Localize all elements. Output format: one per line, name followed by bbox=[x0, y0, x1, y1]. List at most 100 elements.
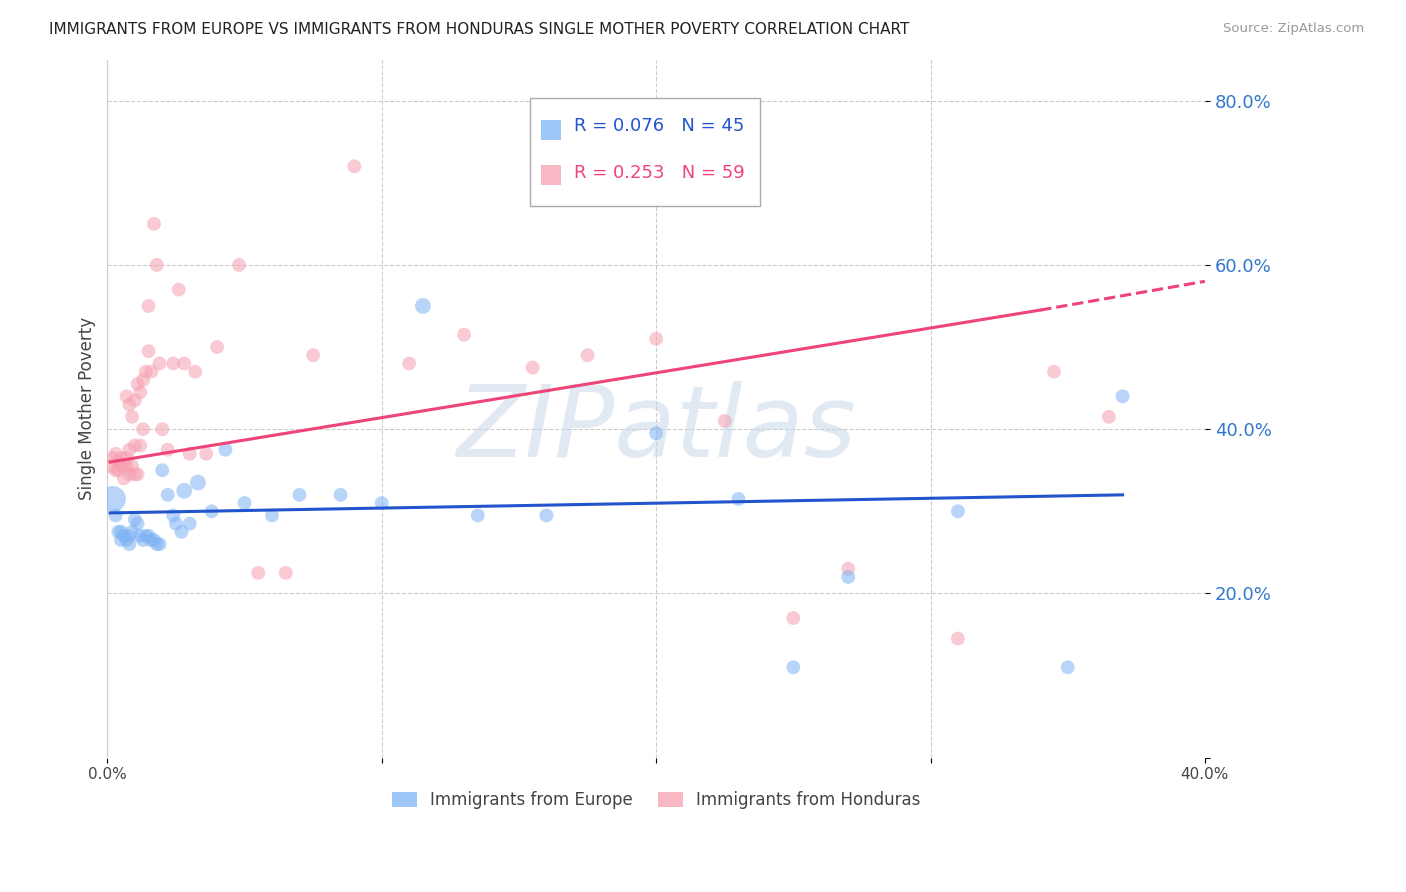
Point bbox=[645, 426, 668, 441]
Point bbox=[1056, 660, 1078, 674]
Point bbox=[146, 258, 169, 272]
Point bbox=[115, 533, 138, 547]
Point bbox=[205, 340, 228, 354]
Point bbox=[121, 409, 143, 424]
Point bbox=[121, 459, 143, 474]
Point bbox=[118, 529, 141, 543]
Point bbox=[132, 373, 155, 387]
Point bbox=[112, 529, 135, 543]
Point bbox=[195, 447, 218, 461]
Text: Source: ZipAtlas.com: Source: ZipAtlas.com bbox=[1223, 22, 1364, 36]
Point bbox=[1043, 365, 1066, 379]
Point bbox=[138, 344, 160, 359]
Point bbox=[141, 533, 163, 547]
Point bbox=[127, 467, 149, 482]
Point bbox=[124, 512, 146, 526]
Point bbox=[121, 524, 143, 539]
Point bbox=[467, 508, 489, 523]
Point bbox=[576, 348, 599, 362]
Point bbox=[110, 533, 132, 547]
Point bbox=[107, 463, 129, 477]
Point bbox=[247, 566, 270, 580]
Point bbox=[522, 360, 544, 375]
Point bbox=[110, 459, 132, 474]
Point bbox=[1098, 409, 1121, 424]
FancyBboxPatch shape bbox=[530, 98, 761, 206]
Point bbox=[129, 385, 152, 400]
Point bbox=[127, 376, 149, 391]
Point bbox=[129, 439, 152, 453]
Point bbox=[173, 356, 195, 370]
Point bbox=[132, 533, 155, 547]
Point bbox=[101, 491, 124, 506]
Point bbox=[179, 516, 201, 531]
Text: ZIPatlas: ZIPatlas bbox=[456, 381, 856, 478]
Point bbox=[453, 327, 475, 342]
Point bbox=[837, 562, 859, 576]
Point bbox=[645, 332, 668, 346]
Point bbox=[162, 508, 184, 523]
Point bbox=[118, 467, 141, 482]
Point bbox=[398, 356, 420, 370]
Point bbox=[165, 516, 187, 531]
Point bbox=[112, 471, 135, 485]
Point bbox=[104, 447, 127, 461]
Point bbox=[115, 450, 138, 465]
Point bbox=[1111, 389, 1133, 403]
Point bbox=[162, 356, 184, 370]
Point bbox=[837, 570, 859, 584]
Point bbox=[214, 442, 236, 457]
Point bbox=[112, 459, 135, 474]
Point bbox=[187, 475, 209, 490]
Point bbox=[118, 442, 141, 457]
Point bbox=[124, 439, 146, 453]
Point bbox=[288, 488, 311, 502]
Point bbox=[156, 488, 179, 502]
Point bbox=[343, 160, 366, 174]
Point bbox=[233, 496, 256, 510]
Point bbox=[124, 393, 146, 408]
Point bbox=[138, 299, 160, 313]
Point bbox=[148, 537, 170, 551]
Point bbox=[727, 491, 749, 506]
Point bbox=[107, 524, 129, 539]
Point bbox=[713, 414, 735, 428]
Text: R = 0.253   N = 59: R = 0.253 N = 59 bbox=[574, 164, 745, 182]
Point bbox=[173, 483, 195, 498]
Point bbox=[170, 524, 193, 539]
Point bbox=[412, 299, 434, 313]
Point bbox=[104, 463, 127, 477]
Point bbox=[104, 508, 127, 523]
Text: R = 0.076   N = 45: R = 0.076 N = 45 bbox=[574, 117, 744, 135]
Point bbox=[124, 467, 146, 482]
Point bbox=[782, 660, 804, 674]
Point bbox=[143, 533, 166, 547]
Point bbox=[782, 611, 804, 625]
Legend: Immigrants from Europe, Immigrants from Honduras: Immigrants from Europe, Immigrants from … bbox=[385, 784, 927, 815]
FancyBboxPatch shape bbox=[541, 120, 561, 140]
Point bbox=[274, 566, 297, 580]
Point bbox=[115, 459, 138, 474]
Point bbox=[260, 508, 283, 523]
Point bbox=[135, 365, 157, 379]
Point bbox=[536, 508, 558, 523]
Point bbox=[138, 529, 160, 543]
Y-axis label: Single Mother Poverty: Single Mother Poverty bbox=[79, 317, 96, 500]
Point bbox=[156, 442, 179, 457]
Point bbox=[179, 447, 201, 461]
Point bbox=[118, 397, 141, 411]
Text: IMMIGRANTS FROM EUROPE VS IMMIGRANTS FROM HONDURAS SINGLE MOTHER POVERTY CORRELA: IMMIGRANTS FROM EUROPE VS IMMIGRANTS FRO… bbox=[49, 22, 910, 37]
Point bbox=[148, 356, 170, 370]
Point bbox=[101, 450, 124, 465]
Point bbox=[184, 365, 207, 379]
Point bbox=[110, 524, 132, 539]
Point bbox=[141, 365, 163, 379]
Point bbox=[143, 217, 166, 231]
Point bbox=[201, 504, 224, 518]
Point bbox=[302, 348, 325, 362]
Point bbox=[115, 389, 138, 403]
Point bbox=[132, 422, 155, 436]
Point bbox=[371, 496, 394, 510]
Point bbox=[167, 283, 190, 297]
FancyBboxPatch shape bbox=[541, 165, 561, 186]
